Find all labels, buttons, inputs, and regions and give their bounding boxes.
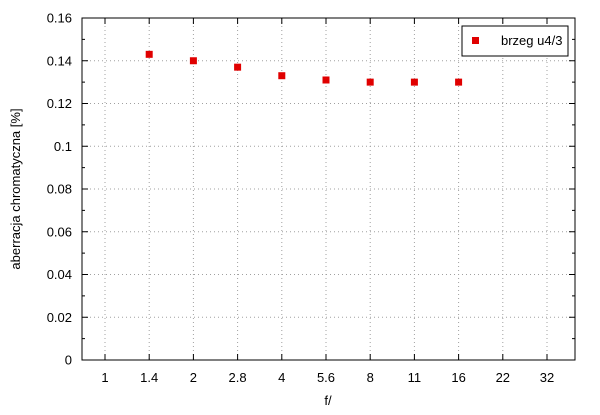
x-axis-label: f/ <box>324 393 332 408</box>
x-tick-label: 22 <box>496 370 510 385</box>
y-tick-label: 0.02 <box>47 310 72 325</box>
x-tick-label: 1 <box>101 370 108 385</box>
data-point <box>189 57 197 65</box>
x-tick-label: 2.8 <box>229 370 247 385</box>
y-tick-label: 0 <box>65 353 72 368</box>
y-tick-label: 0.12 <box>47 96 72 111</box>
grid <box>82 18 575 360</box>
data-point <box>322 76 330 84</box>
y-tick-label: 0.14 <box>47 53 72 68</box>
x-tick-label: 11 <box>408 370 422 385</box>
y-tick-label: 0.04 <box>47 267 72 282</box>
plot-frame <box>81 17 576 361</box>
y-tick-label: 0.16 <box>47 11 72 26</box>
x-tick-label: 32 <box>540 370 554 385</box>
x-tick-label: 4 <box>278 370 285 385</box>
y-tick-label: 0.08 <box>47 182 72 197</box>
x-tick-label: 16 <box>451 370 465 385</box>
x-tick-label: 2 <box>190 370 197 385</box>
axis-ticks: 0 0.02 0.04 0.06 0.08 0.1 0.12 0.14 0.16 1 1.4 2 2.8… <box>47 11 575 385</box>
data-point <box>278 72 286 80</box>
y-tick-label: 0.06 <box>47 224 72 239</box>
data-point <box>366 78 374 86</box>
y-tick-label: 0.1 <box>54 139 72 154</box>
x-tick-label: 1.4 <box>140 370 158 385</box>
legend-label: brzeg u4/3 <box>501 33 562 48</box>
legend-marker-square <box>472 37 479 44</box>
x-tick-label: 5.6 <box>317 370 335 385</box>
data-point <box>145 50 153 58</box>
data-points <box>145 50 463 86</box>
data-point <box>455 78 463 86</box>
data-point <box>410 78 418 86</box>
legend-box <box>461 25 569 57</box>
legend: brzeg u4/3 <box>461 25 569 57</box>
y-axis-label: aberracja chromatyczna [%] <box>8 108 23 269</box>
data-point <box>234 63 242 71</box>
x-tick-label: 8 <box>367 370 374 385</box>
